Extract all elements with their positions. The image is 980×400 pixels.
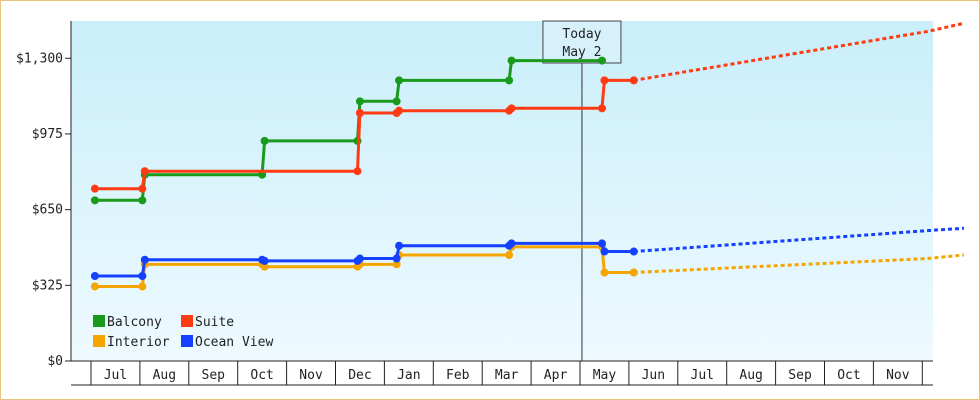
- series-lines: [90, 21, 965, 291]
- balcony-data-point: [507, 56, 516, 65]
- interior-data-point: [392, 260, 401, 269]
- suite-data-point: [90, 184, 99, 193]
- balcony-data-point: [355, 97, 364, 106]
- suite-data-point: [598, 104, 607, 113]
- y-tick-label: $975: [32, 127, 63, 142]
- legend-label-balcony: Balcony: [107, 315, 162, 330]
- balcony-data-point: [395, 76, 404, 85]
- suite-data-point: [629, 76, 638, 85]
- x-tick-label: Sep: [202, 368, 226, 383]
- legend-label-interior: Interior: [107, 335, 170, 350]
- x-axis: Jul Aug Sep Oct Nov Dec Jan Feb Mar Apr May Jun Jul A…: [71, 360, 933, 386]
- legend-swatch-balcony: [93, 315, 105, 327]
- x-tick-label: Jan: [397, 368, 420, 383]
- legend-label-suite: Suite: [195, 315, 234, 330]
- x-tick-label: Apr: [544, 368, 568, 383]
- suite-data-point: [353, 167, 362, 176]
- suite-forecast-line: [633, 21, 965, 82]
- x-tick-label: May: [593, 368, 617, 383]
- interior-data-point: [629, 268, 638, 277]
- legend: Balcony Suite Interior Ocean View: [93, 315, 273, 350]
- today-date: May 2: [562, 45, 601, 60]
- suite-data-point: [600, 76, 609, 85]
- x-tick-label: Mar: [495, 368, 519, 383]
- y-tick-label: $325: [32, 278, 63, 293]
- x-tick-label: Oct: [837, 368, 860, 383]
- ocean-view-data-point: [629, 247, 638, 256]
- x-tick-label: Oct: [250, 368, 273, 383]
- ocean-view-series-line: [94, 241, 634, 278]
- x-tick-label: Jul: [104, 368, 127, 383]
- interior-data-point: [90, 282, 99, 291]
- x-tick-label: Dec: [348, 368, 371, 383]
- interior-series-line: [94, 245, 634, 288]
- plot-background: [71, 21, 933, 361]
- balcony-data-point: [138, 196, 147, 205]
- legend-swatch-interior: [93, 335, 105, 347]
- balcony-data-point: [392, 97, 401, 106]
- today-box: [542, 20, 622, 64]
- ocean-view-data-point: [392, 254, 401, 263]
- suite-data-point: [138, 184, 147, 193]
- balcony-data-point: [90, 196, 99, 205]
- legend-swatch-ocean-view: [181, 335, 193, 347]
- ocean-view-data-point: [600, 247, 609, 256]
- suite-data-point: [355, 108, 364, 117]
- ocean-view-data-point: [395, 241, 404, 250]
- ocean-view-data-point: [355, 254, 364, 263]
- x-tick-label: Nov: [299, 368, 323, 383]
- today-label: Today: [562, 27, 601, 42]
- today-marker: Today May 2: [542, 20, 622, 361]
- y-axis: $0 $325 $650 $975 $1,300: [16, 21, 72, 369]
- ocean-view-data-point: [90, 272, 99, 280]
- x-tick-label: Aug: [153, 368, 176, 383]
- interior-data-point: [138, 282, 147, 291]
- ocean-view-data-point: [507, 239, 516, 248]
- balcony-data-point: [260, 136, 269, 145]
- interior-data-point: [600, 268, 609, 277]
- y-tick-label: $0: [47, 354, 63, 369]
- x-tick-label: Jun: [642, 368, 665, 383]
- ocean-view-data-point: [138, 272, 147, 280]
- ocean-view-data-point: [260, 256, 269, 265]
- ocean-view-data-point: [598, 239, 607, 248]
- ocean-view-forecast-line: [633, 226, 964, 253]
- x-tick-label: Sep: [788, 368, 812, 383]
- x-tick-label: Feb: [446, 368, 470, 383]
- suite-data-point: [395, 106, 404, 115]
- interior-forecast-line: [633, 253, 965, 274]
- x-tick-label: Aug: [739, 368, 762, 383]
- suite-data-point: [140, 167, 149, 176]
- x-tick-label: Nov: [886, 368, 910, 383]
- interior-data-point: [260, 262, 269, 271]
- legend-swatch-suite: [181, 315, 193, 327]
- interior-data-point: [505, 251, 514, 260]
- x-tick-label: Jul: [691, 368, 714, 383]
- y-tick-label: $1,300: [16, 51, 63, 66]
- balcony-data-point: [505, 76, 514, 85]
- y-tick-label: $650: [32, 203, 63, 218]
- legend-label-ocean-view: Ocean View: [195, 335, 273, 350]
- ocean-view-data-point: [140, 255, 149, 264]
- suite-data-point: [507, 104, 516, 113]
- balcony-data-point: [598, 56, 607, 65]
